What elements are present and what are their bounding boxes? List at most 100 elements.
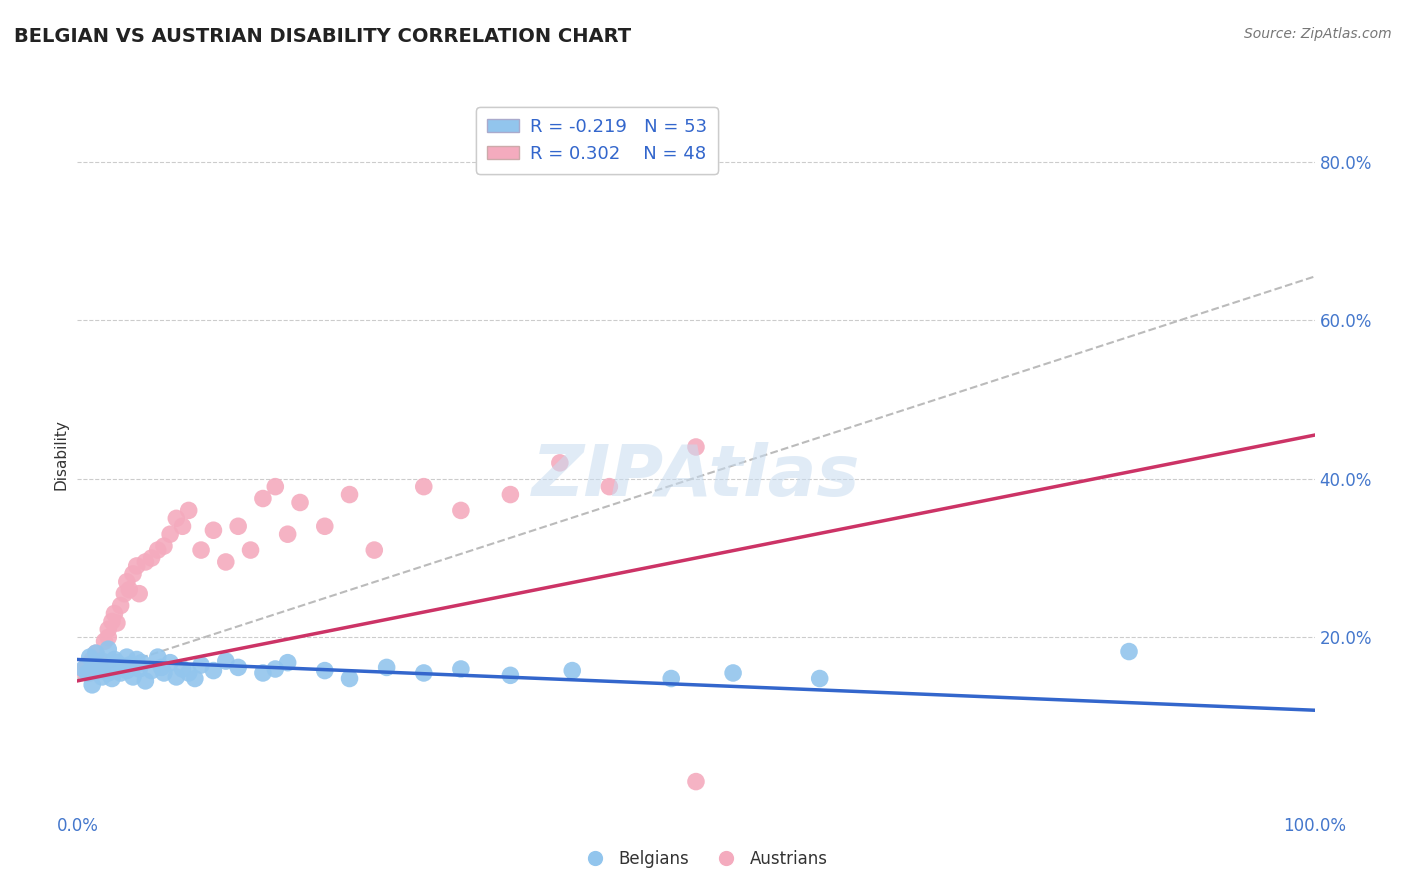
Point bbox=[105, 656, 128, 670]
Point bbox=[412, 665, 434, 680]
Legend: R = -0.219   N = 53, R = 0.302    N = 48: R = -0.219 N = 53, R = 0.302 N = 48 bbox=[475, 107, 718, 174]
Point bbox=[141, 551, 163, 566]
Point bbox=[91, 664, 114, 678]
Point bbox=[101, 672, 124, 686]
Point bbox=[134, 555, 156, 569]
Point bbox=[79, 665, 101, 680]
Point bbox=[277, 656, 299, 670]
Point bbox=[177, 665, 200, 680]
Point bbox=[165, 670, 187, 684]
Point bbox=[252, 665, 274, 680]
Point bbox=[97, 642, 120, 657]
Point bbox=[115, 650, 138, 665]
Point bbox=[215, 654, 238, 668]
Point bbox=[125, 652, 148, 666]
Point bbox=[112, 587, 135, 601]
Point bbox=[76, 658, 98, 673]
Point bbox=[125, 558, 148, 573]
Point bbox=[226, 660, 249, 674]
Point bbox=[97, 665, 120, 680]
Point bbox=[561, 664, 583, 678]
Point bbox=[128, 587, 150, 601]
Point bbox=[110, 665, 132, 680]
Point bbox=[159, 527, 181, 541]
Point bbox=[499, 668, 522, 682]
Point bbox=[184, 672, 207, 686]
Y-axis label: Disability: Disability bbox=[53, 419, 69, 491]
Point bbox=[339, 672, 361, 686]
Point bbox=[122, 566, 145, 581]
Point bbox=[375, 660, 398, 674]
Point bbox=[82, 652, 104, 666]
Point bbox=[264, 662, 287, 676]
Point bbox=[363, 543, 385, 558]
Point bbox=[150, 660, 173, 674]
Point bbox=[215, 555, 238, 569]
Point bbox=[450, 503, 472, 517]
Point bbox=[808, 672, 831, 686]
Text: ZIPAtlas: ZIPAtlas bbox=[531, 442, 860, 511]
Point bbox=[72, 662, 94, 676]
Point bbox=[159, 656, 181, 670]
Point bbox=[226, 519, 249, 533]
Point bbox=[264, 480, 287, 494]
Point bbox=[172, 662, 194, 676]
Point bbox=[112, 660, 135, 674]
Point bbox=[91, 670, 114, 684]
Point bbox=[118, 582, 141, 597]
Point bbox=[134, 673, 156, 688]
Point bbox=[202, 523, 225, 537]
Point bbox=[84, 658, 107, 673]
Point bbox=[202, 664, 225, 678]
Point bbox=[339, 487, 361, 501]
Point bbox=[1118, 644, 1140, 658]
Point bbox=[659, 672, 682, 686]
Point bbox=[412, 480, 434, 494]
Point bbox=[101, 615, 124, 629]
Point bbox=[685, 440, 707, 454]
Point bbox=[314, 519, 336, 533]
Point bbox=[84, 646, 107, 660]
Point bbox=[79, 650, 101, 665]
Point bbox=[84, 646, 107, 660]
Point bbox=[76, 665, 98, 680]
Point bbox=[146, 650, 169, 665]
Point bbox=[72, 664, 94, 678]
Point bbox=[548, 456, 571, 470]
Point bbox=[239, 543, 262, 558]
Point bbox=[146, 543, 169, 558]
Text: BELGIAN VS AUSTRIAN DISABILITY CORRELATION CHART: BELGIAN VS AUSTRIAN DISABILITY CORRELATI… bbox=[14, 27, 631, 45]
Point bbox=[93, 660, 115, 674]
Point bbox=[721, 665, 744, 680]
Text: Source: ZipAtlas.com: Source: ZipAtlas.com bbox=[1244, 27, 1392, 41]
Point bbox=[131, 656, 153, 670]
Point bbox=[84, 660, 107, 674]
Point bbox=[82, 678, 104, 692]
Point bbox=[115, 574, 138, 589]
Point bbox=[177, 503, 200, 517]
Point bbox=[165, 511, 187, 525]
Point bbox=[97, 630, 120, 644]
Point bbox=[141, 664, 163, 678]
Point bbox=[190, 658, 212, 673]
Point bbox=[450, 662, 472, 676]
Point bbox=[172, 519, 194, 533]
Point bbox=[499, 487, 522, 501]
Point bbox=[97, 623, 120, 637]
Point bbox=[91, 654, 114, 668]
Point bbox=[118, 658, 141, 673]
Point bbox=[128, 662, 150, 676]
Point bbox=[190, 543, 212, 558]
Point bbox=[105, 615, 128, 630]
Point bbox=[153, 665, 176, 680]
Point bbox=[110, 599, 132, 613]
Point bbox=[115, 664, 138, 678]
Point bbox=[277, 527, 299, 541]
Point bbox=[685, 774, 707, 789]
Point bbox=[288, 495, 311, 509]
Point bbox=[153, 539, 176, 553]
Point bbox=[252, 491, 274, 506]
Legend: Belgians, Austrians: Belgians, Austrians bbox=[572, 844, 834, 875]
Point bbox=[103, 662, 125, 676]
Point bbox=[122, 670, 145, 684]
